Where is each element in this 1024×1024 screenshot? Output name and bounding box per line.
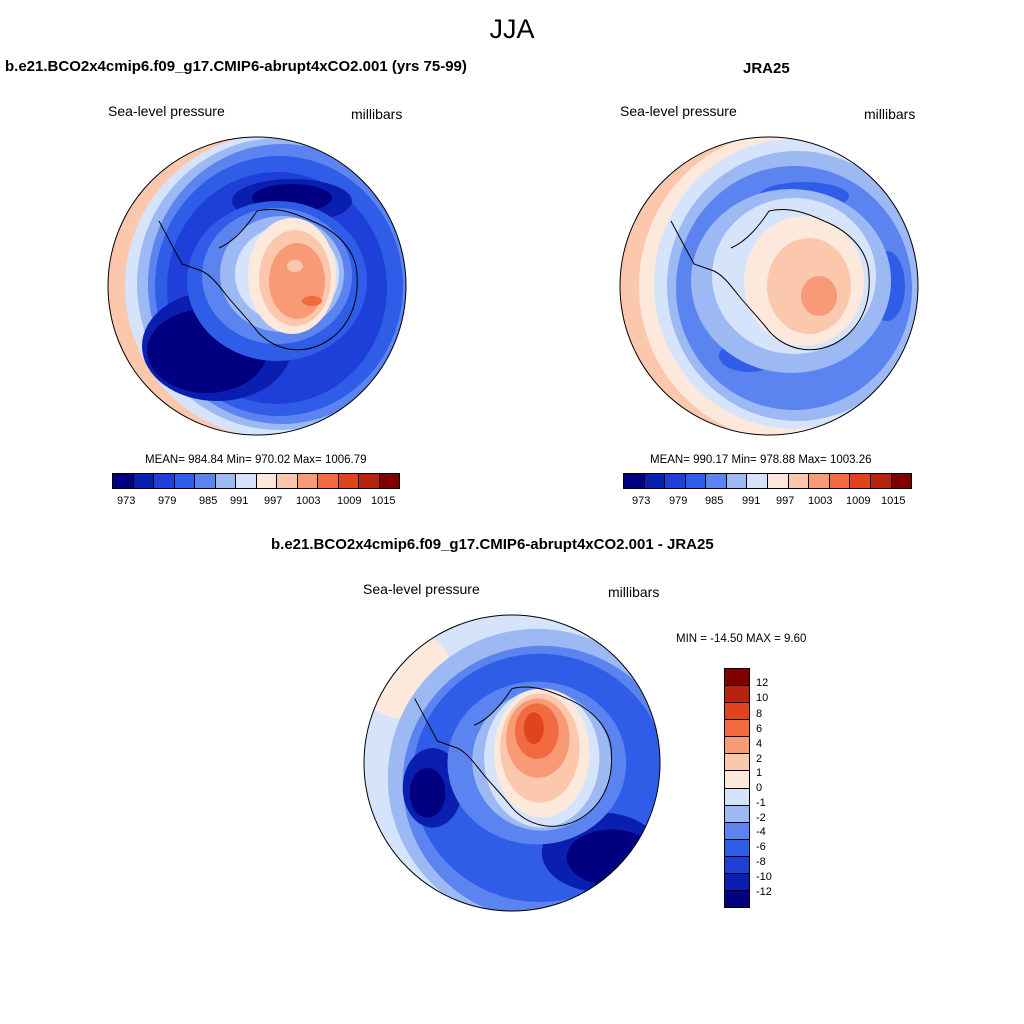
diff-colorbar-swatch [725,754,749,772]
diff-colorbar-label: -6 [756,841,766,853]
obs-panel-title: JRA25 [743,60,790,77]
diff-colorbar-label: 1 [756,767,763,779]
model-stats: MEAN= 984.84 Min= 970.02 Max= 1006.79 [145,454,367,466]
obs-variable-label: Sea-level pressure [620,103,737,119]
diff-colorbar-label: -2 [756,812,766,824]
obs-colorbar-label: 1015 [881,495,906,507]
obs-colorbar-swatch [829,474,851,488]
obs-colorbar-swatch [747,474,769,488]
obs-stats: MEAN= 990.17 Min= 978.88 Max= 1003.26 [650,454,872,466]
diff-colorbar-label: 8 [756,708,763,720]
diff-colorbar-swatch [725,839,749,857]
model-colorbar-swatch [318,474,339,488]
obs-colorbar-swatch [809,474,830,488]
obs-colorbar-swatch [685,474,707,488]
obs-colorbar-swatch [870,474,892,488]
obs-colorbar-swatch [624,474,645,488]
diff-colorbar-label: -12 [756,886,772,898]
obs-polar-map [619,136,919,436]
model-colorbar-label: 1009 [337,495,362,507]
obs-colorbar-swatch [850,474,871,488]
diff-colorbar-swatch [725,771,749,789]
model-colorbar-swatch [113,474,134,488]
obs-colorbar-label: 991 [742,495,761,507]
model-colorbar-label: 979 [158,495,177,507]
diff-colorbar-label: 10 [756,692,769,704]
model-units-label: millibars [351,106,403,122]
diff-colorbar-label: 2 [756,753,763,765]
diff-units-label: millibars [608,584,660,600]
diff-colorbar-swatch [725,686,749,704]
model-colorbar-swatch [133,474,154,488]
model-colorbar [112,473,400,489]
model-colorbar-swatch [174,474,195,488]
diff-panel-title: b.e21.BCO2x4cmip6.f09_g17.CMIP6-abrupt4x… [271,536,714,553]
diff-colorbar-swatch [725,856,749,874]
diff-colorbar-label: 12 [756,677,769,689]
model-colorbar-swatch [256,474,277,488]
diff-polar-map [363,614,661,912]
diff-colorbar-swatch [725,891,749,908]
obs-colorbar-label: 997 [776,495,795,507]
obs-colorbar-swatch [788,474,810,488]
diff-colorbar-label: -10 [756,871,772,883]
model-colorbar-label: 973 [117,495,136,507]
diff-colorbar-swatch [725,737,749,755]
diff-colorbar-swatch [725,873,749,892]
obs-colorbar-swatch [891,474,912,488]
obs-colorbar-swatch [644,474,666,488]
obs-colorbar-label: 979 [669,495,688,507]
model-colorbar-swatch [215,474,236,488]
diff-colorbar-swatch [725,669,749,687]
diff-colorbar [724,668,750,908]
model-colorbar-swatch [338,474,359,488]
model-colorbar-swatch [359,474,380,488]
diff-colorbar-swatch [725,788,749,806]
model-colorbar-swatch [154,474,175,488]
model-colorbar-swatch [236,474,257,488]
model-variable-label: Sea-level pressure [108,103,225,119]
obs-colorbar-label: 1003 [808,495,833,507]
model-panel-title: b.e21.BCO2x4cmip6.f09_g17.CMIP6-abrupt4x… [5,58,467,75]
diff-colorbar-label: 0 [756,782,763,794]
model-colorbar-label: 1015 [371,495,396,507]
model-polar-map [107,136,407,436]
diff-colorbar-swatch [725,720,749,738]
model-colorbar-label: 997 [264,495,283,507]
diff-colorbar-label: 4 [756,738,763,750]
diff-colorbar-label: -4 [756,826,766,838]
diff-variable-label: Sea-level pressure [363,581,480,597]
obs-colorbar-swatch [665,474,686,488]
obs-colorbar-label: 1009 [846,495,871,507]
model-colorbar-swatch [379,474,399,488]
model-colorbar-label: 985 [199,495,218,507]
diff-stats: MIN = -14.50 MAX = 9.60 [676,633,807,645]
diff-colorbar-swatch [725,805,749,823]
diff-colorbar-swatch [725,703,749,721]
model-colorbar-label: 1003 [296,495,321,507]
diff-colorbar-label: -8 [756,856,766,868]
obs-colorbar-swatch [706,474,727,488]
figure-title: JJA [489,14,535,44]
obs-colorbar [623,473,912,489]
obs-units-label: millibars [864,106,916,122]
obs-colorbar-label: 985 [705,495,724,507]
model-colorbar-swatch [277,474,298,488]
obs-colorbar-swatch [768,474,789,488]
obs-colorbar-swatch [726,474,748,488]
model-colorbar-label: 991 [230,495,249,507]
model-colorbar-swatch [297,474,318,488]
diff-colorbar-label: 6 [756,723,763,735]
diff-colorbar-label: -1 [756,797,766,809]
obs-colorbar-label: 973 [632,495,651,507]
model-colorbar-swatch [195,474,216,488]
diff-colorbar-swatch [725,822,749,840]
